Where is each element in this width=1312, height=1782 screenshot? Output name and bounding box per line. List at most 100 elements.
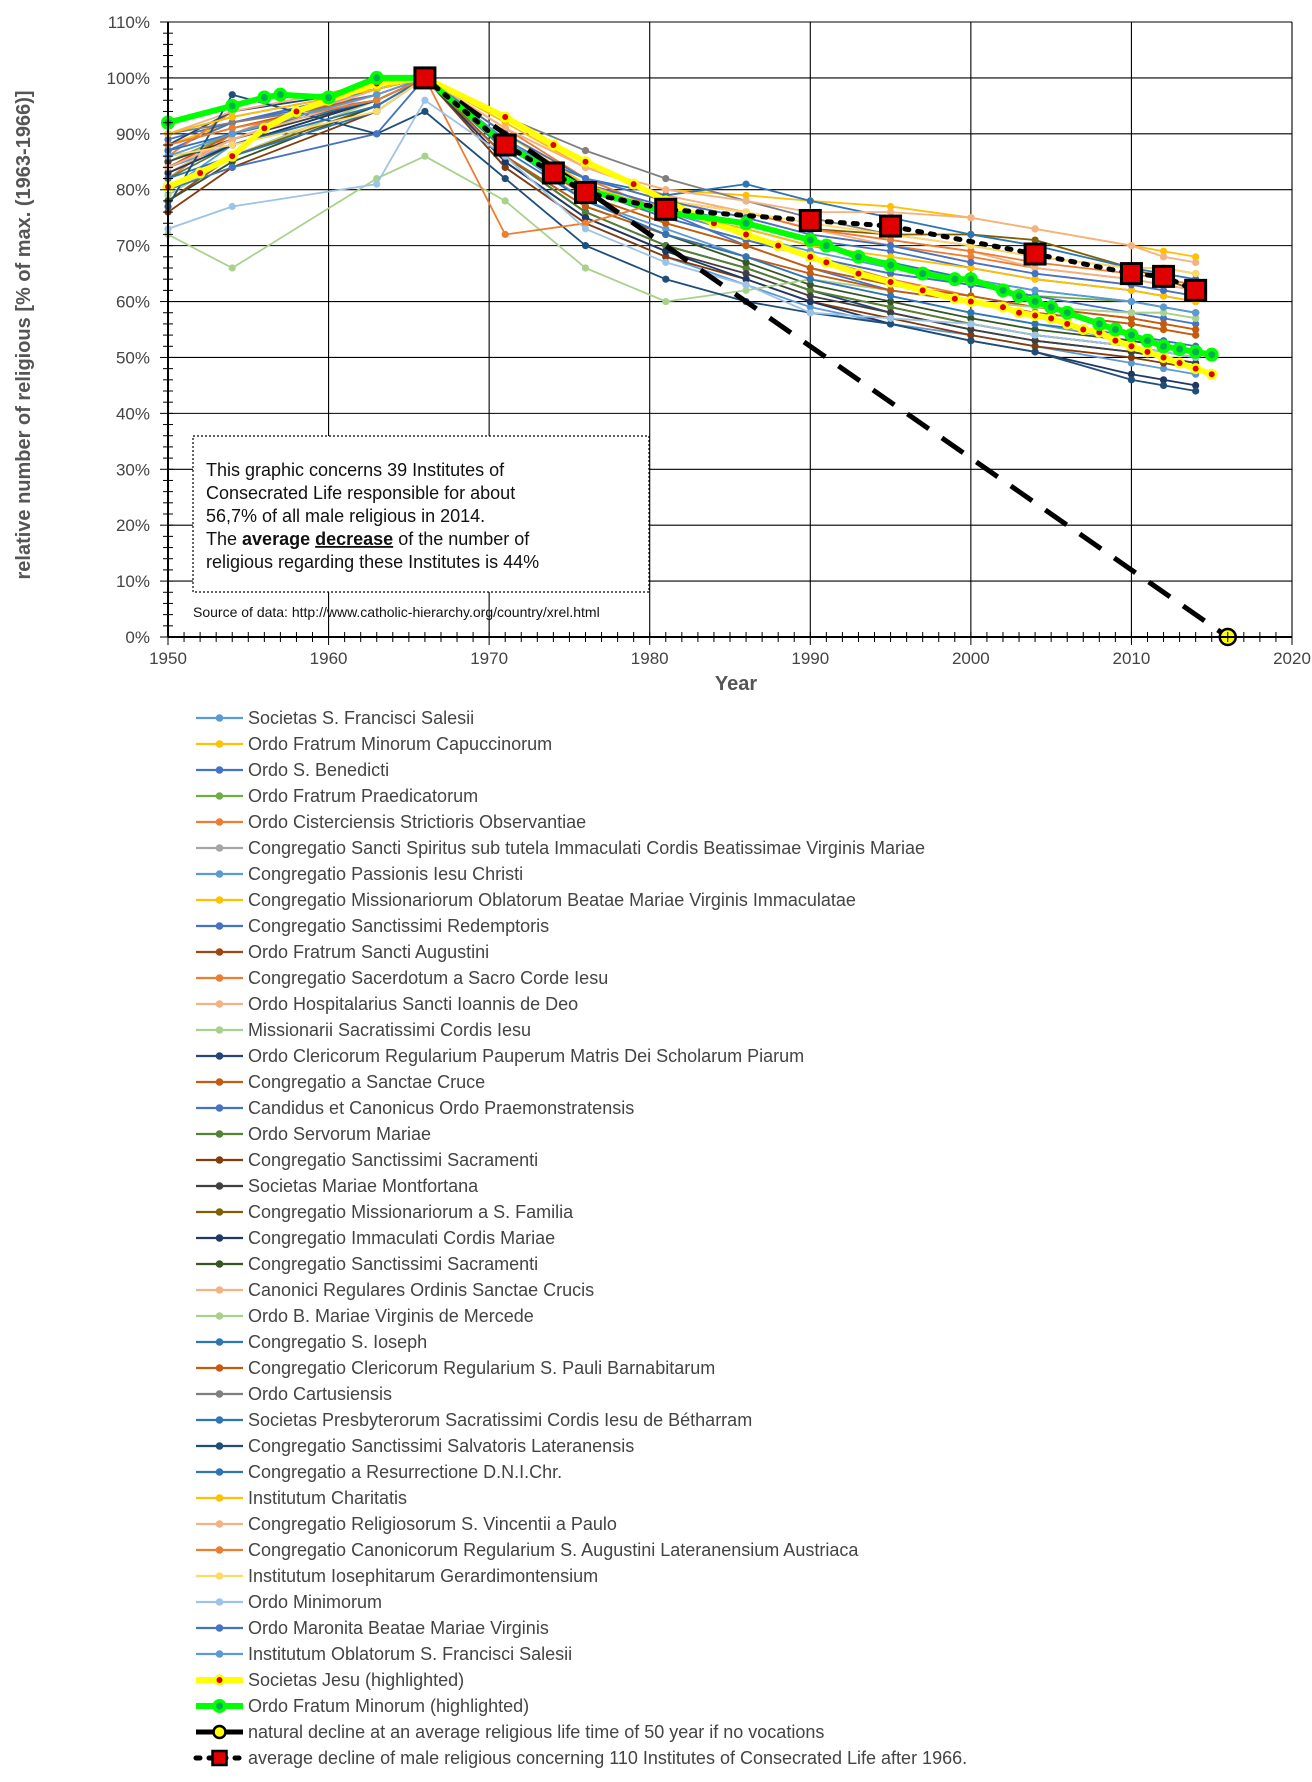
data-point: [806, 309, 814, 317]
data-point: [1176, 345, 1184, 353]
data-point: [1176, 360, 1183, 367]
data-point: [1031, 342, 1039, 350]
data-point: [1063, 309, 1071, 317]
data-point: [550, 142, 557, 148]
data-point: [806, 275, 814, 283]
data-point: [662, 230, 670, 239]
data-point: [373, 74, 381, 82]
data-point: [886, 286, 895, 294]
data-point: [197, 169, 204, 176]
legend-label: Ordo B. Mariae Virginis de Mercede: [248, 1306, 534, 1326]
y-axis-title: relative number of religious [% of max. …: [13, 90, 35, 579]
legend-label: Ordo Fratrum Praedicatorum: [248, 786, 478, 806]
data-point: [662, 253, 670, 261]
y-tick-label: 50%: [116, 348, 150, 367]
legend-item: Institutum Iosephitarum Gerardimontensiu…: [196, 1566, 598, 1586]
legend-item: Congregatio a Resurrectione D.N.I.Chr.: [196, 1462, 562, 1482]
legend-label: Congregatio Sancti Spiritus sub tutela I…: [248, 838, 925, 858]
x-tick-label: 1970: [470, 649, 508, 668]
data-point: [228, 135, 236, 144]
data-point: [823, 259, 830, 266]
data-point: [501, 163, 509, 171]
legend-label: Ordo S. Benedicti: [248, 760, 389, 780]
legend-item: Canonici Regulares Ordinis Sanctae Cruci…: [196, 1280, 594, 1300]
data-point: [1159, 247, 1168, 255]
legend-item: Congregatio Missionariorum Oblatorum Bea…: [196, 890, 856, 910]
legend-marker: [215, 1130, 224, 1138]
data-point: [806, 297, 814, 306]
data-point: [228, 124, 236, 132]
data-point: [373, 107, 381, 116]
legend-item: Ordo Fratrum Minorum Capuccinorum: [196, 734, 552, 754]
data-point: [886, 297, 895, 306]
data-point: [228, 264, 236, 272]
legend-item: Congregatio Missionariorum a S. Familia: [196, 1202, 574, 1222]
data-point: [886, 303, 895, 311]
legend-marker: [215, 1364, 224, 1372]
legend-item: Congregatio Immaculati Cordis Mariae: [196, 1228, 555, 1248]
data-point: [1031, 337, 1039, 345]
data-point: [1192, 348, 1200, 356]
data-point: [951, 275, 959, 283]
y-tick-label: 10%: [116, 572, 150, 591]
data-point: [228, 119, 236, 127]
legend-label: Societas Jesu (highlighted): [248, 1670, 464, 1690]
data-point: [886, 309, 895, 317]
legend-item: Congregatio Sancti Spiritus sub tutela I…: [196, 838, 925, 858]
data-point: [886, 242, 895, 250]
data-point: [1127, 309, 1136, 317]
data-point: [775, 242, 782, 249]
data-point: [967, 258, 975, 267]
legend-item: Ordo Clericorum Regularium Pauperum Matr…: [196, 1046, 804, 1066]
legend-item: Ordo Cisterciensis Strictioris Observant…: [196, 812, 586, 832]
data-point: [806, 264, 814, 272]
annotation-line-4: The average decrease of the number of: [206, 529, 530, 549]
legend-marker: [211, 1749, 228, 1767]
data-point: [743, 231, 750, 238]
legend-marker: [215, 1260, 224, 1268]
legend-label: Congregatio Sanctissimi Salvatoris Later…: [248, 1436, 634, 1456]
data-point: [1127, 353, 1136, 362]
data-point: [1159, 309, 1168, 317]
legend-marker: [215, 1598, 224, 1606]
legend-marker: [215, 714, 224, 722]
data-point: [742, 219, 750, 227]
y-tick-label: 110%: [108, 13, 150, 32]
data-point: [879, 214, 903, 238]
data-point: [1159, 320, 1168, 328]
data-point: [662, 258, 670, 267]
data-point: [662, 186, 670, 194]
data-point: [421, 96, 429, 104]
data-point: [276, 91, 284, 99]
data-point: [854, 253, 862, 261]
data-point: [1159, 292, 1168, 300]
data-point: [1192, 365, 1199, 372]
data-point: [228, 91, 236, 99]
data-point: [662, 275, 670, 283]
data-point: [413, 66, 437, 90]
x-tick-label: 1980: [631, 649, 669, 668]
data-point: [1015, 292, 1023, 300]
legend-marker: [215, 1312, 224, 1320]
data-point: [806, 303, 814, 311]
legend-marker: [215, 1104, 224, 1112]
data-point: [581, 225, 590, 233]
data-point: [1127, 376, 1136, 384]
legend-item: Ordo Hospitalarius Sancti Ioannis de Deo: [196, 994, 578, 1014]
data-point: [1160, 342, 1168, 350]
legend-label: Congregatio Clericorum Regularium S. Pau…: [248, 1358, 715, 1378]
highlight-layer: [161, 66, 1238, 647]
data-point: [967, 230, 975, 239]
legend-label: Ordo Fratrum Sancti Augustini: [248, 942, 489, 962]
legend-item: Congregatio Sanctissimi Sacramenti: [196, 1254, 538, 1274]
legend-marker: [215, 844, 224, 852]
legend-marker: [215, 1338, 224, 1346]
legend-marker: [215, 948, 224, 956]
data-point: [501, 158, 509, 166]
data-point: [502, 114, 509, 121]
annotation-line-4-suffix: of the number of: [393, 529, 530, 549]
data-point: [967, 314, 975, 322]
annotation-line-2: Consecrated Life responsible for about: [206, 483, 515, 503]
data-point: [742, 258, 750, 267]
